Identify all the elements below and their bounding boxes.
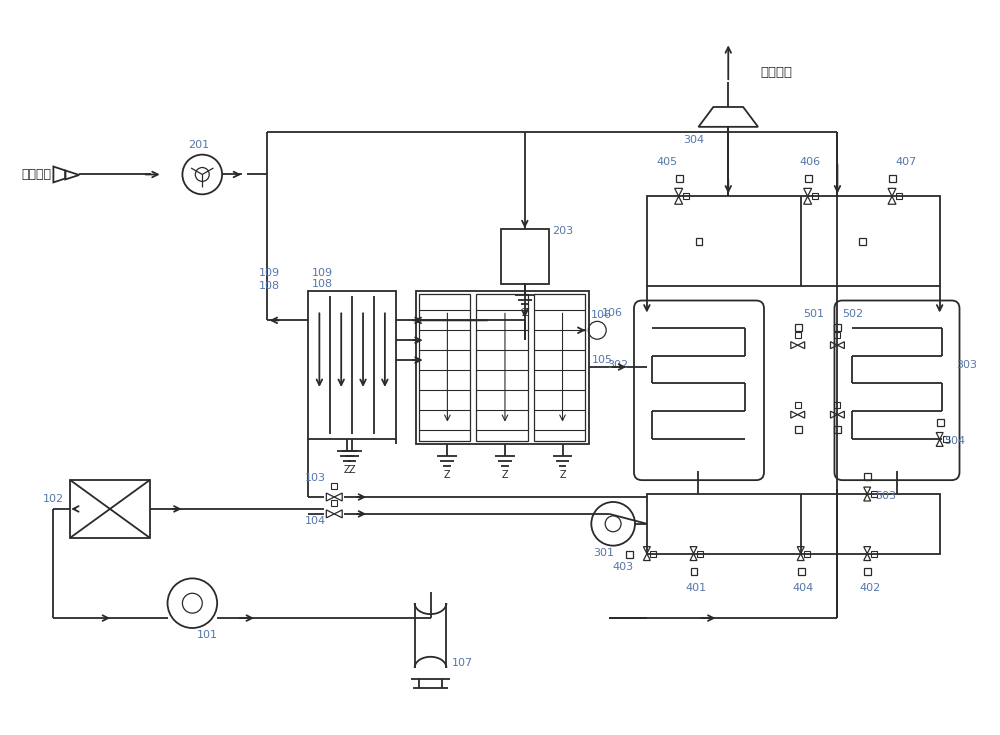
Bar	[331, 483, 337, 489]
Bar	[647, 196, 940, 286]
Bar	[889, 176, 896, 182]
Bar	[896, 193, 902, 199]
Text: Z: Z	[344, 465, 350, 476]
Bar	[416, 290, 589, 445]
Bar	[676, 176, 683, 182]
Text: 109: 109	[311, 268, 333, 278]
Text: 103: 103	[304, 473, 325, 483]
Text: 301: 301	[593, 548, 614, 558]
Bar	[871, 491, 877, 497]
Text: 油气出口: 油气出口	[760, 65, 792, 79]
Text: 405: 405	[657, 157, 678, 167]
Text: Z: Z	[502, 470, 508, 480]
Bar	[308, 290, 396, 440]
Text: 102: 102	[42, 494, 64, 504]
Text: 407: 407	[895, 157, 916, 167]
Bar	[696, 238, 702, 245]
Text: 108: 108	[259, 281, 280, 290]
Bar	[805, 176, 812, 182]
Bar	[834, 324, 841, 331]
Bar	[798, 568, 805, 576]
Text: 201: 201	[188, 140, 209, 150]
Text: 107: 107	[451, 658, 472, 668]
Bar	[501, 229, 549, 284]
Bar	[834, 402, 840, 408]
Text: 503: 503	[875, 491, 896, 501]
Text: 101: 101	[197, 630, 218, 640]
Text: 402: 402	[859, 584, 881, 593]
Text: 404: 404	[793, 584, 814, 593]
Bar	[683, 193, 689, 199]
Bar	[864, 473, 871, 480]
Bar	[937, 419, 944, 426]
Text: 501: 501	[803, 309, 824, 320]
Text: 108: 108	[311, 279, 333, 289]
Text: Z: Z	[521, 309, 528, 318]
Text: 106: 106	[591, 310, 612, 320]
Bar	[834, 332, 840, 338]
Text: 304: 304	[683, 135, 704, 145]
Text: Z: Z	[559, 470, 566, 480]
Bar	[534, 293, 585, 442]
Bar	[859, 238, 866, 245]
Text: 403: 403	[612, 562, 633, 572]
Text: 106: 106	[602, 309, 623, 318]
Text: Z: Z	[444, 470, 451, 480]
Text: 203: 203	[553, 226, 574, 236]
Text: Z: Z	[349, 465, 355, 476]
Bar	[812, 193, 818, 199]
Bar	[943, 437, 949, 442]
Bar	[871, 551, 877, 556]
Text: 104: 104	[304, 516, 326, 526]
Bar	[834, 426, 841, 432]
Bar	[650, 551, 656, 556]
Text: 401: 401	[686, 584, 707, 593]
Text: 109: 109	[259, 268, 280, 278]
Text: 302: 302	[607, 360, 628, 370]
Bar	[647, 494, 940, 553]
Bar	[476, 293, 528, 442]
Bar	[795, 426, 802, 432]
Bar	[697, 551, 703, 556]
Bar	[70, 480, 150, 538]
Text: 105: 105	[592, 355, 613, 365]
Bar	[626, 551, 633, 558]
Bar	[419, 293, 470, 442]
Bar	[795, 324, 802, 331]
Text: 303: 303	[957, 360, 978, 370]
Bar	[331, 500, 337, 506]
Bar	[795, 402, 801, 408]
Bar	[795, 332, 801, 338]
Text: 504: 504	[945, 437, 966, 446]
Bar	[864, 568, 871, 576]
Text: 油气入口: 油气入口	[22, 168, 52, 181]
Text: 406: 406	[800, 157, 821, 167]
Bar	[804, 551, 810, 556]
Text: 502: 502	[842, 309, 864, 320]
Bar	[691, 568, 697, 576]
